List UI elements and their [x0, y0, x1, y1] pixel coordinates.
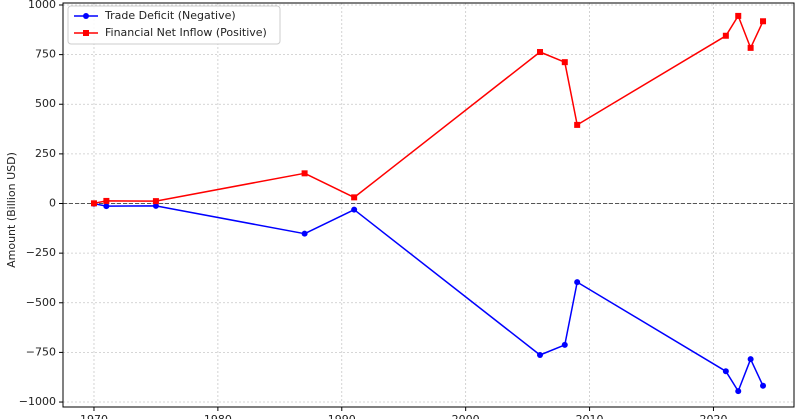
data-point — [760, 382, 767, 389]
data-point — [574, 279, 581, 286]
y-tick-label: −750 — [26, 345, 56, 358]
series-line — [93, 15, 764, 205]
data-point — [735, 388, 742, 395]
grid-layer — [63, 3, 794, 407]
x-tick-label: 2020 — [699, 413, 727, 419]
y-axis-label: Amount (Billion USD) — [5, 152, 18, 268]
data-point — [722, 32, 729, 39]
x-tick-label: 1990 — [328, 413, 356, 419]
data-point — [561, 341, 568, 348]
data-point — [90, 200, 97, 207]
series-trade-deficit — [90, 200, 767, 395]
data-point — [735, 12, 742, 19]
legend: Trade Deficit (Negative) Financial Net In… — [67, 5, 281, 45]
y-tick-label: 500 — [35, 97, 56, 110]
legend-label: Trade Deficit (Negative) — [104, 9, 236, 22]
series-financial-net-inflow — [90, 12, 767, 207]
data-point — [722, 368, 729, 375]
x-tick-label: 2000 — [452, 413, 480, 419]
data-point — [747, 356, 754, 363]
series-layer — [90, 12, 767, 395]
axes-layer: 1970 1980 1990 2000 2010 2020 −1000 −750 −500 −25… — [19, 0, 795, 419]
data-point — [103, 197, 110, 204]
data-point — [351, 206, 358, 213]
data-point — [152, 202, 159, 209]
x-tick-label: 1970 — [80, 413, 108, 419]
data-point — [301, 230, 308, 237]
y-tick-label: −500 — [26, 296, 56, 309]
data-point — [152, 198, 159, 205]
x-tick-label: 2010 — [576, 413, 604, 419]
x-tick-label: 1980 — [204, 413, 232, 419]
y-tick-label: −1000 — [19, 395, 56, 408]
data-point — [537, 351, 544, 358]
y-tick-label: 750 — [35, 48, 56, 61]
y-tick-label: 250 — [35, 147, 56, 160]
legend-item: Trade Deficit (Negative) — [74, 9, 236, 22]
legend-marker — [83, 13, 89, 19]
data-point — [351, 194, 358, 201]
legend-label: Financial Net Inflow (Positive) — [105, 26, 267, 39]
data-point — [561, 59, 568, 66]
data-point — [301, 170, 308, 177]
legend-item: Financial Net Inflow (Positive) — [74, 26, 267, 39]
legend-marker — [83, 30, 89, 36]
legend-box — [67, 5, 281, 45]
data-point — [103, 203, 110, 210]
data-point — [574, 121, 581, 128]
data-point — [747, 44, 754, 51]
y-tick-label: −250 — [26, 246, 56, 259]
data-point — [537, 49, 544, 56]
data-point — [760, 18, 767, 25]
series-line — [93, 202, 764, 392]
y-tick-label: 1000 — [28, 0, 56, 11]
plot-frame — [62, 2, 795, 408]
y-tick-label: 0 — [49, 197, 56, 210]
